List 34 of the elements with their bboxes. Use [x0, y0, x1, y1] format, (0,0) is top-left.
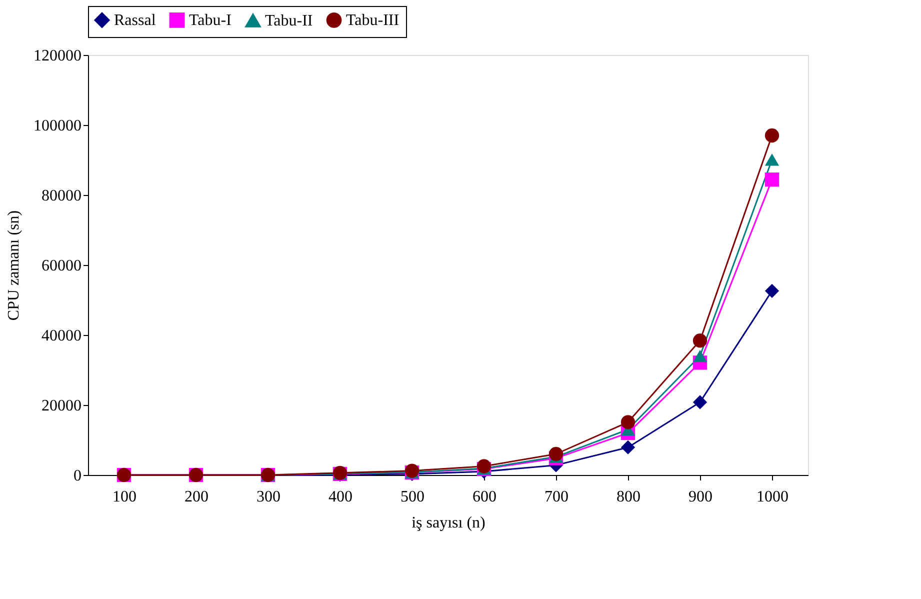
y-tick-label: 20000 [42, 398, 82, 414]
y-tick-label: 80000 [42, 188, 82, 204]
y-tick-label: 120000 [34, 48, 82, 64]
y-tick-label: 100000 [34, 118, 82, 134]
legend-label: Tabu-III [346, 12, 400, 30]
point [764, 154, 780, 166]
point [620, 415, 636, 430]
x-tick-label: 600 [472, 488, 496, 506]
point [692, 395, 708, 410]
x-tick-label: 500 [400, 488, 424, 506]
point [620, 440, 636, 454]
x-tick-label: 300 [256, 488, 280, 506]
legend-label: Rassal [114, 12, 156, 30]
x-tick-label: 400 [328, 488, 352, 506]
y-axis-title: CPU zamanı (sn) [6, 210, 22, 321]
x-tick-label: 800 [616, 488, 640, 506]
x-tick-label: 900 [688, 488, 712, 506]
point [764, 172, 780, 187]
legend-label: Tabu-II [265, 12, 313, 30]
y-tick-label: 40000 [42, 328, 82, 344]
point [764, 284, 780, 298]
point [548, 446, 564, 462]
y-tick-label: 0 [74, 468, 82, 484]
x-tick-label: 100 [112, 488, 136, 506]
x-tick-label: 200 [184, 488, 208, 506]
point [476, 459, 492, 474]
x-tick-label: 700 [544, 488, 568, 506]
point [764, 128, 780, 143]
x-axis-title: iş sayısı (n) [412, 514, 486, 532]
y-tick-label: 60000 [42, 258, 82, 274]
point [692, 334, 708, 348]
legend-label: Tabu-I [189, 12, 232, 30]
point [692, 350, 708, 362]
x-tick-label: 1000 [756, 488, 788, 506]
